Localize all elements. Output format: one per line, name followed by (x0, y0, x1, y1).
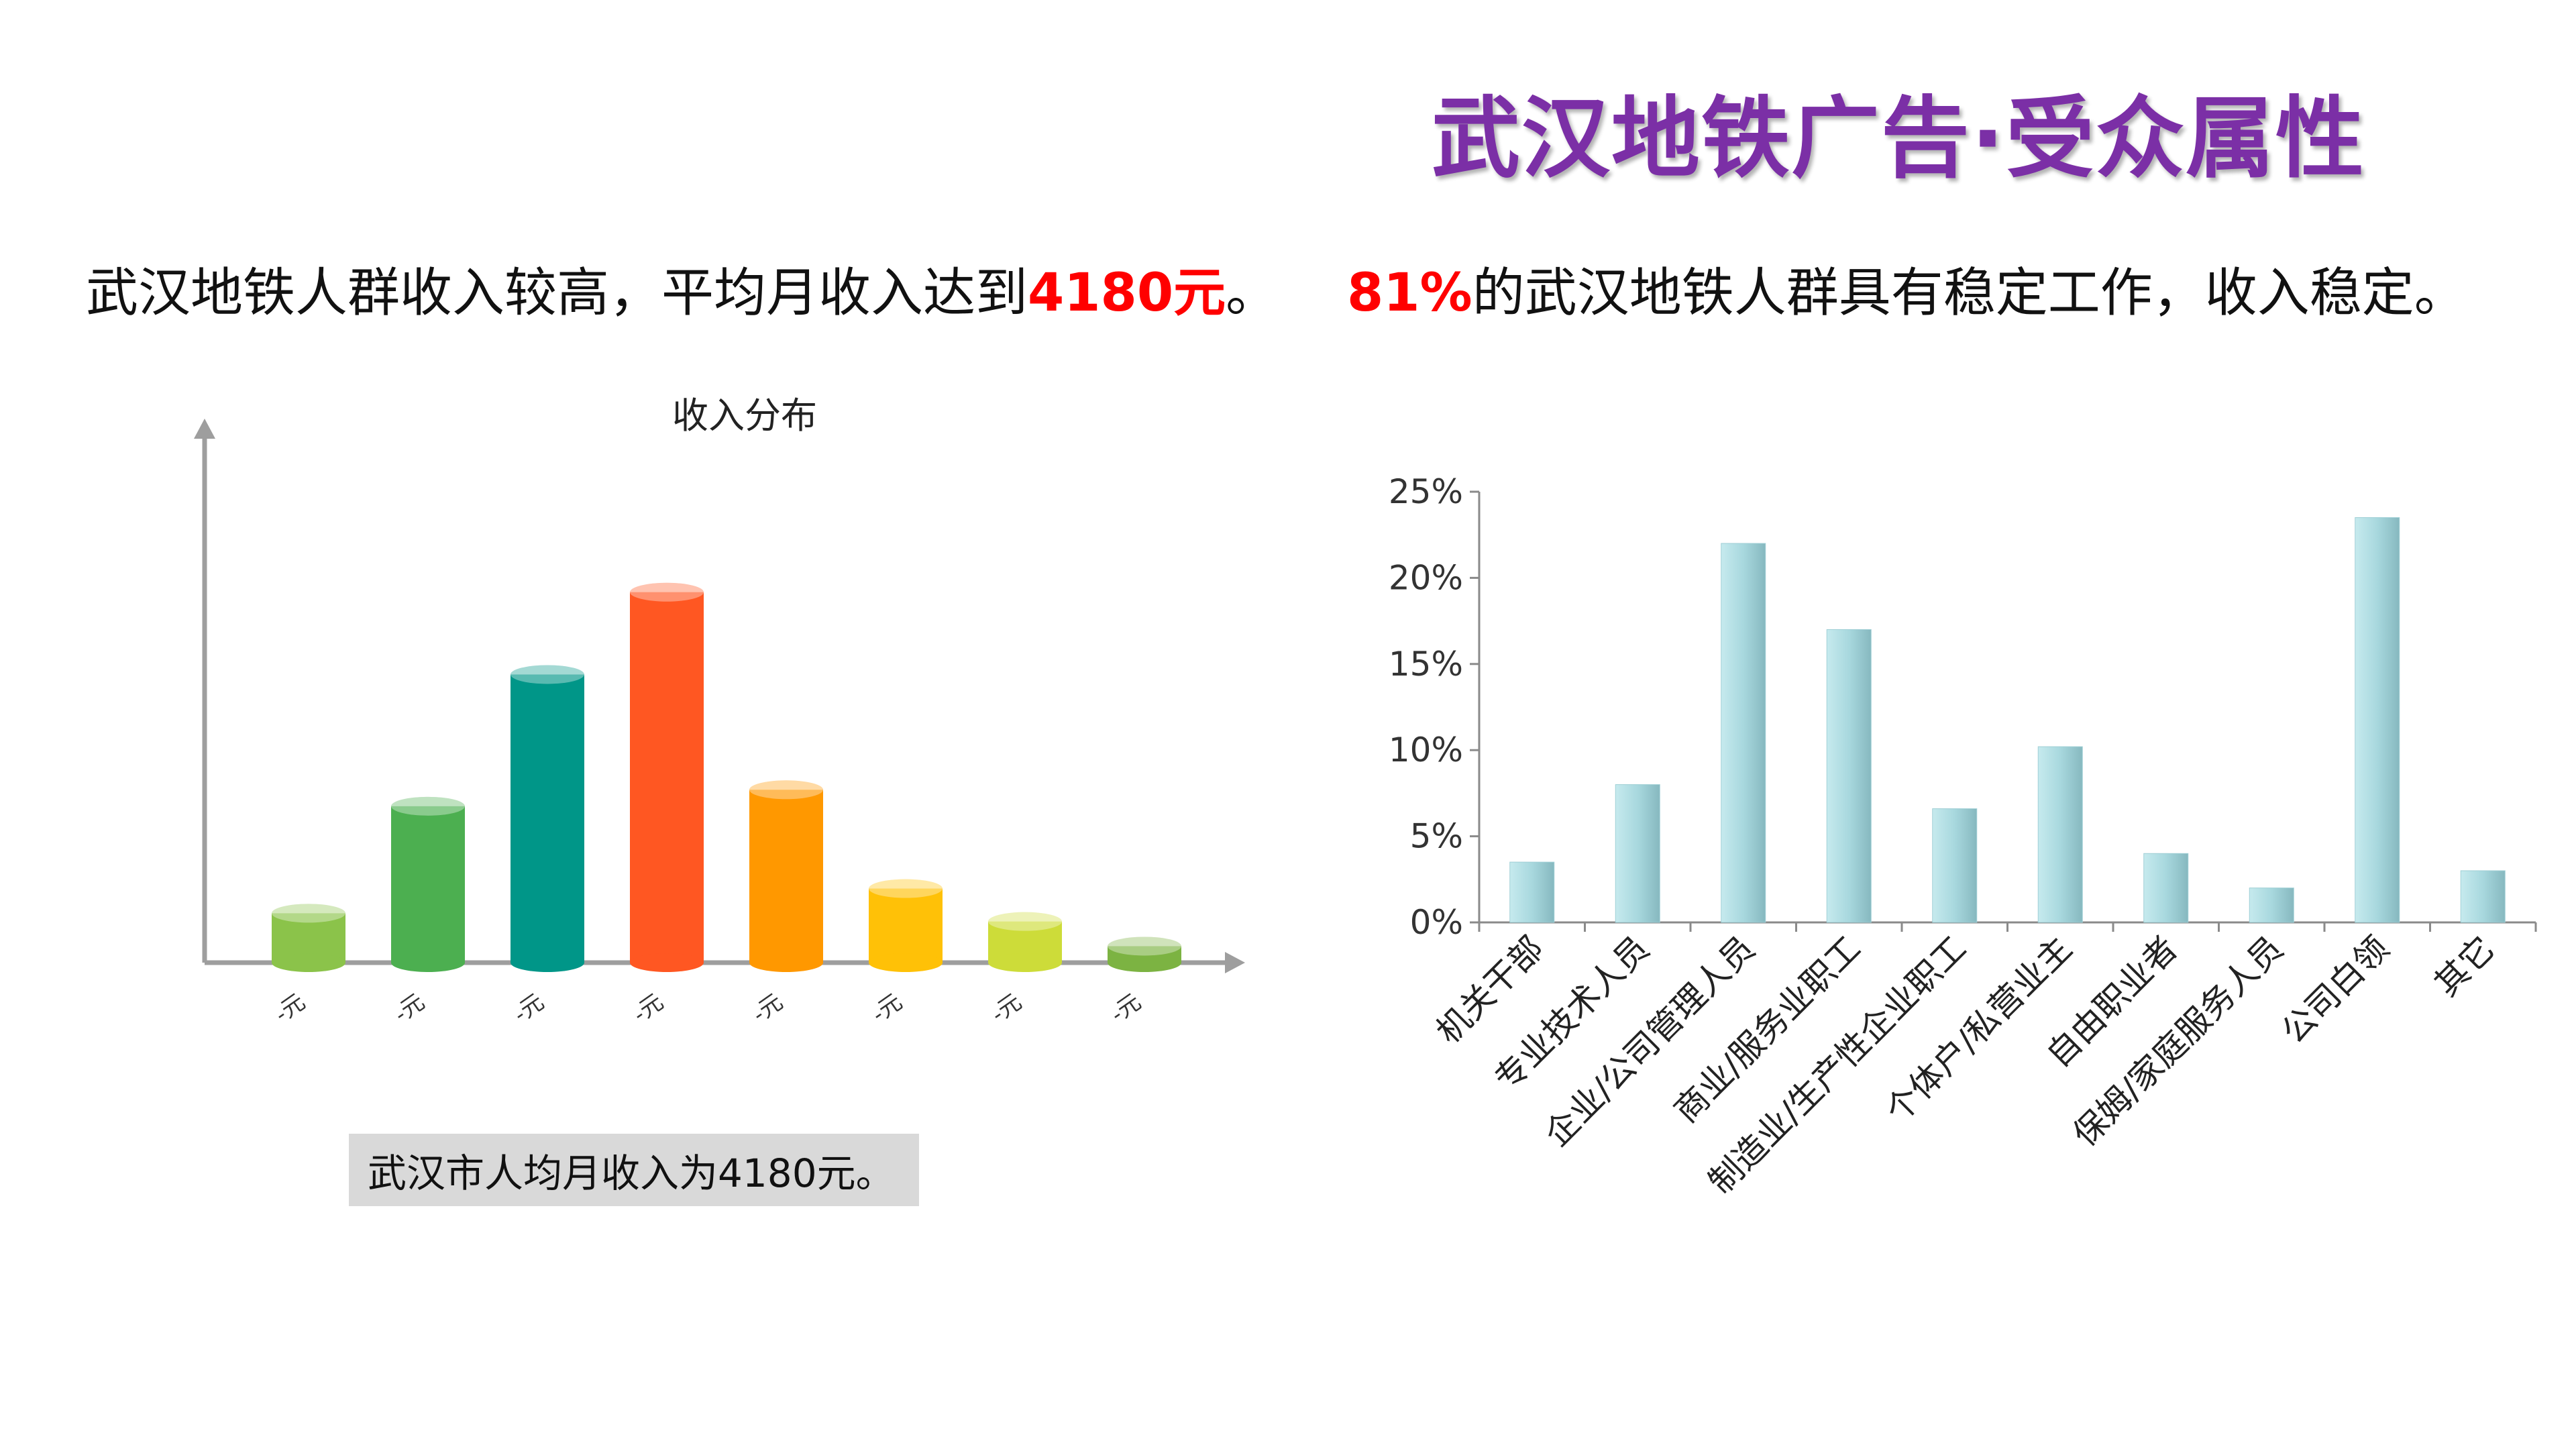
income-bar-top (391, 796, 465, 816)
job-y-tick-label: 25% (1389, 472, 1463, 511)
income-bar-top (272, 904, 345, 923)
income-bar-top (869, 879, 943, 898)
income-bar-body (630, 592, 704, 963)
income-bar-top (988, 912, 1062, 931)
job-bar (2355, 517, 2400, 923)
income-bar (272, 904, 345, 972)
left-headline-text: 武汉地铁人群收入较高，平均月收入达到 (86, 263, 1028, 323)
job-bar (1826, 629, 1872, 923)
income-bar-top-highlight (272, 904, 345, 923)
income-bar-top-highlight (511, 665, 584, 684)
job-y-tick-label: 15% (1389, 645, 1463, 684)
income-bar (511, 665, 584, 972)
job-category-label: 商业/服务业职工 (1666, 928, 1868, 1130)
right-headline-highlight: 81% (1347, 263, 1472, 323)
income-bar (630, 582, 704, 972)
left-headline-highlight: 4180元 (1028, 263, 1226, 323)
income-bar (988, 912, 1062, 972)
job-category-label: 个体户/私营业主 (1878, 928, 2079, 1130)
income-y-axis-arrow (194, 419, 215, 439)
left-headline-suffix: 。 (1226, 263, 1279, 323)
right-headline-text: 的武汉地铁人群具有稳定工作，收入稳定。 (1472, 263, 2467, 323)
job-y-tick-label: 5% (1410, 817, 1463, 856)
job-bar (2249, 888, 2294, 923)
income-bar-top-highlight (749, 780, 823, 800)
income-bar-base (749, 953, 823, 972)
income-bar-base (391, 953, 465, 972)
income-bar-base (630, 953, 704, 972)
income-bar-body (869, 888, 943, 963)
income-bar-body (511, 674, 584, 963)
income-bar-base (1108, 953, 1181, 972)
income-bar-body (391, 806, 465, 963)
job-bar (1509, 861, 1555, 923)
job-bar (2460, 870, 2506, 923)
left-headline: 武汉地铁人群收入较高，平均月收入达到4180元。 (86, 267, 1278, 319)
income-bar (869, 879, 943, 972)
income-bar-top (511, 665, 584, 684)
job-y-tick-label: 0% (1410, 903, 1463, 942)
job-y-tick-label: 10% (1389, 731, 1463, 769)
income-bar-base (988, 953, 1062, 972)
job-bar (2037, 746, 2083, 923)
income-bar-top-highlight (988, 912, 1062, 931)
income-bar (749, 780, 823, 972)
income-bar-top (630, 582, 704, 602)
income-bar-top-highlight (630, 582, 704, 602)
job-bar (1615, 784, 1660, 923)
income-bar (391, 796, 465, 972)
job-category-label: 其它 (2427, 928, 2502, 1004)
income-bar-top-highlight (391, 796, 465, 816)
slide-title: 武汉地铁广告·受众属性 (1431, 87, 2366, 191)
job-bar (2143, 853, 2189, 923)
income-bar-body (749, 790, 823, 963)
job-bar (1721, 543, 1766, 923)
income-bar-base (272, 953, 345, 972)
income-bar-top (749, 780, 823, 800)
job-bar (1932, 808, 1978, 923)
income-chart-title: 收入分布 (672, 394, 817, 437)
job-category-label: 公司白领 (2274, 928, 2396, 1051)
income-bar-top-highlight (1108, 936, 1181, 956)
income-bar-base (869, 953, 943, 972)
income-footnote: 武汉市人均月收入为4180元。 (349, 1134, 919, 1206)
income-bar (1108, 936, 1181, 972)
income-bar-base (511, 953, 584, 972)
income-bar-top-highlight (869, 879, 943, 898)
job-y-tick-label: 20% (1389, 558, 1463, 597)
income-bar-top (1108, 936, 1181, 956)
income-x-axis-arrow (1225, 952, 1245, 973)
right-headline: 81%的武汉地铁人群具有稳定工作，收入稳定。 (1347, 267, 2467, 319)
